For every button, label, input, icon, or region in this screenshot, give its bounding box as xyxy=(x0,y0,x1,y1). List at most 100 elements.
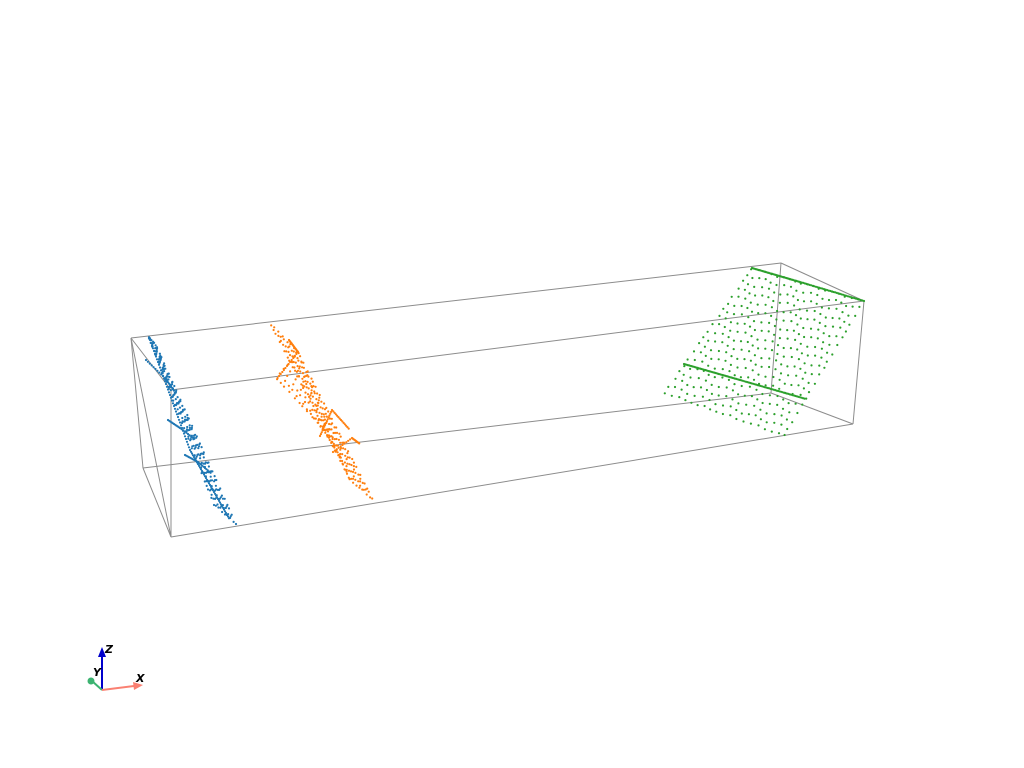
point xyxy=(155,349,158,352)
point xyxy=(347,469,351,472)
point xyxy=(724,317,727,320)
point xyxy=(212,497,215,500)
point xyxy=(303,400,307,404)
bbox-edge xyxy=(780,262,865,302)
y-axis-arrow-icon xyxy=(87,677,95,685)
point xyxy=(185,430,188,433)
point xyxy=(801,403,804,406)
point xyxy=(300,383,303,386)
point xyxy=(827,298,831,302)
point xyxy=(199,468,203,471)
point xyxy=(817,328,820,331)
point xyxy=(714,403,717,406)
point xyxy=(800,352,804,355)
point xyxy=(296,357,299,360)
point xyxy=(349,438,352,441)
point xyxy=(760,357,763,360)
point xyxy=(302,386,305,390)
point xyxy=(790,320,793,323)
point xyxy=(284,366,287,370)
point xyxy=(732,313,736,316)
point xyxy=(302,361,305,364)
point xyxy=(306,393,310,396)
point xyxy=(284,379,287,382)
point xyxy=(746,306,749,310)
point xyxy=(678,370,681,373)
point xyxy=(727,302,730,305)
point xyxy=(290,349,293,352)
point xyxy=(206,480,210,483)
point xyxy=(729,329,732,332)
point xyxy=(827,307,831,310)
point xyxy=(219,487,222,490)
point xyxy=(352,465,355,468)
point xyxy=(794,314,798,317)
point xyxy=(345,470,348,473)
point xyxy=(163,380,167,383)
point xyxy=(153,352,157,355)
point xyxy=(179,400,182,403)
point xyxy=(278,374,281,378)
point xyxy=(195,461,199,464)
point xyxy=(317,419,320,422)
point xyxy=(847,314,850,317)
point xyxy=(339,445,342,448)
point xyxy=(692,386,695,389)
point xyxy=(328,438,331,442)
point xyxy=(858,305,861,308)
point xyxy=(764,339,767,342)
point xyxy=(730,295,733,298)
point xyxy=(226,503,229,506)
point xyxy=(767,296,770,299)
point xyxy=(328,414,331,417)
point xyxy=(702,336,705,339)
point xyxy=(681,379,684,382)
point xyxy=(330,440,333,443)
orientation-axes-widget[interactable]: Z Y X xyxy=(87,643,146,691)
point xyxy=(841,336,844,339)
point xyxy=(277,330,280,333)
point xyxy=(322,427,325,430)
point xyxy=(308,395,311,398)
point xyxy=(198,466,202,469)
point xyxy=(358,442,361,445)
point xyxy=(355,465,358,468)
point xyxy=(193,454,196,457)
point xyxy=(778,301,782,304)
point xyxy=(834,298,838,302)
point xyxy=(198,442,201,445)
point xyxy=(754,294,757,297)
point xyxy=(757,424,760,427)
point xyxy=(840,301,843,304)
point xyxy=(341,463,345,466)
point xyxy=(180,426,184,430)
point xyxy=(337,438,340,441)
point xyxy=(295,352,298,356)
point xyxy=(359,477,362,480)
point xyxy=(689,367,692,370)
point xyxy=(186,432,190,436)
point xyxy=(323,415,326,418)
y-axis-label: Y xyxy=(93,666,102,679)
point xyxy=(710,357,713,360)
point xyxy=(721,332,724,335)
point xyxy=(358,486,361,489)
point xyxy=(794,338,797,341)
point xyxy=(745,403,748,406)
point xyxy=(806,345,809,348)
point xyxy=(155,358,159,361)
x-axis-arrow-icon xyxy=(133,682,143,690)
point xyxy=(330,408,334,412)
point xyxy=(333,449,336,452)
point xyxy=(673,385,677,389)
point xyxy=(223,497,226,500)
point xyxy=(823,366,826,369)
point xyxy=(214,504,217,507)
point xyxy=(204,461,207,464)
point xyxy=(828,335,831,338)
point xyxy=(367,490,370,493)
point xyxy=(273,326,276,329)
point xyxy=(156,360,160,364)
point xyxy=(332,410,335,413)
